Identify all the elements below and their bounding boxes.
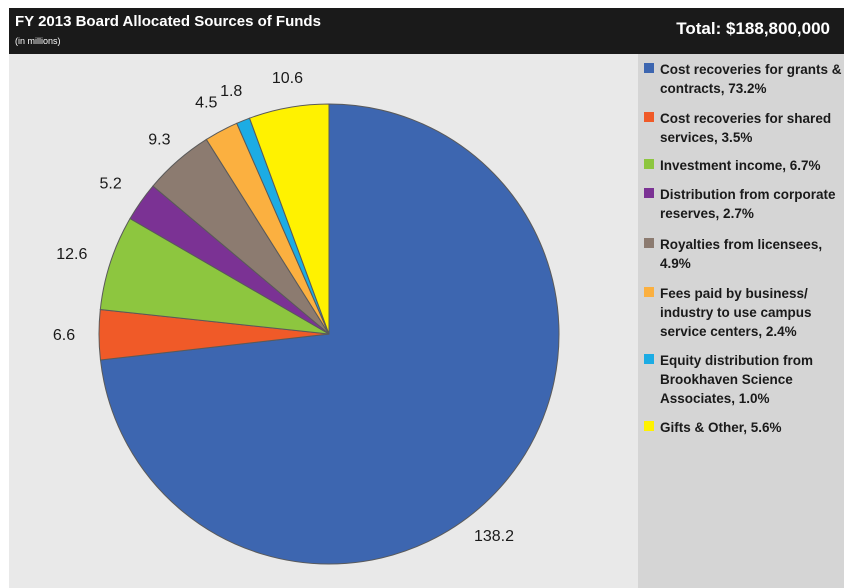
pie-label-5: 9.3 [148,132,170,149]
chart-legend: Cost recoveries for grants & contracts, … [638,54,844,588]
legend-label: Distribution from corporate reserves, 2.… [660,187,836,221]
legend-swatch [644,159,654,169]
legend-label: Investment income, 6.7% [660,158,821,173]
legend-swatch [644,63,654,73]
legend-swatch [644,287,654,297]
pie-label-2: 6.6 [53,327,75,344]
legend-label: Equity distribution from Brookhaven Scie… [660,353,813,406]
pie-chart: 138.2 6.6 12.6 5.2 9.3 4.51.8 10.6 [53,70,560,565]
pie-slice-1 [99,103,560,565]
legend-label: Cost recoveries for grants & contracts, … [660,62,842,96]
pie-label-3: 12.6 [56,246,87,263]
pie-label-8: 10.6 [272,70,303,87]
pie-slice-8 [248,103,330,335]
legend-label: Royalties from licensees, 4.9% [660,237,823,271]
pie-label-7: 1.8 [220,83,242,100]
pie-label-6: 4.5 [195,95,217,112]
pie-label-1: 138.2 [474,528,514,545]
total-amount: Total: $188,800,000 [676,19,830,38]
legend-label: Fees paid by business/ industry to use c… [660,286,812,339]
legend-swatch [644,188,654,198]
legend-label: Gifts & Other, 5.6% [660,420,782,435]
pie-chart-area: 138.2 6.6 12.6 5.2 9.3 4.5 1.8 10.6 [9,54,638,588]
legend-swatch [644,421,654,431]
legend-swatch [644,354,654,364]
legend-swatch [644,112,654,122]
chart-header: FY 2013 Board Allocated Sources of Funds… [9,8,844,54]
pie-label-4: 5.2 [99,175,121,192]
chart-title: FY 2013 Board Allocated Sources of Funds [15,13,321,30]
chart-subtitle: (in millions) [15,36,61,46]
legend-label: Cost recoveries for shared services, 3.5… [660,111,832,145]
legend-swatch [644,238,654,248]
